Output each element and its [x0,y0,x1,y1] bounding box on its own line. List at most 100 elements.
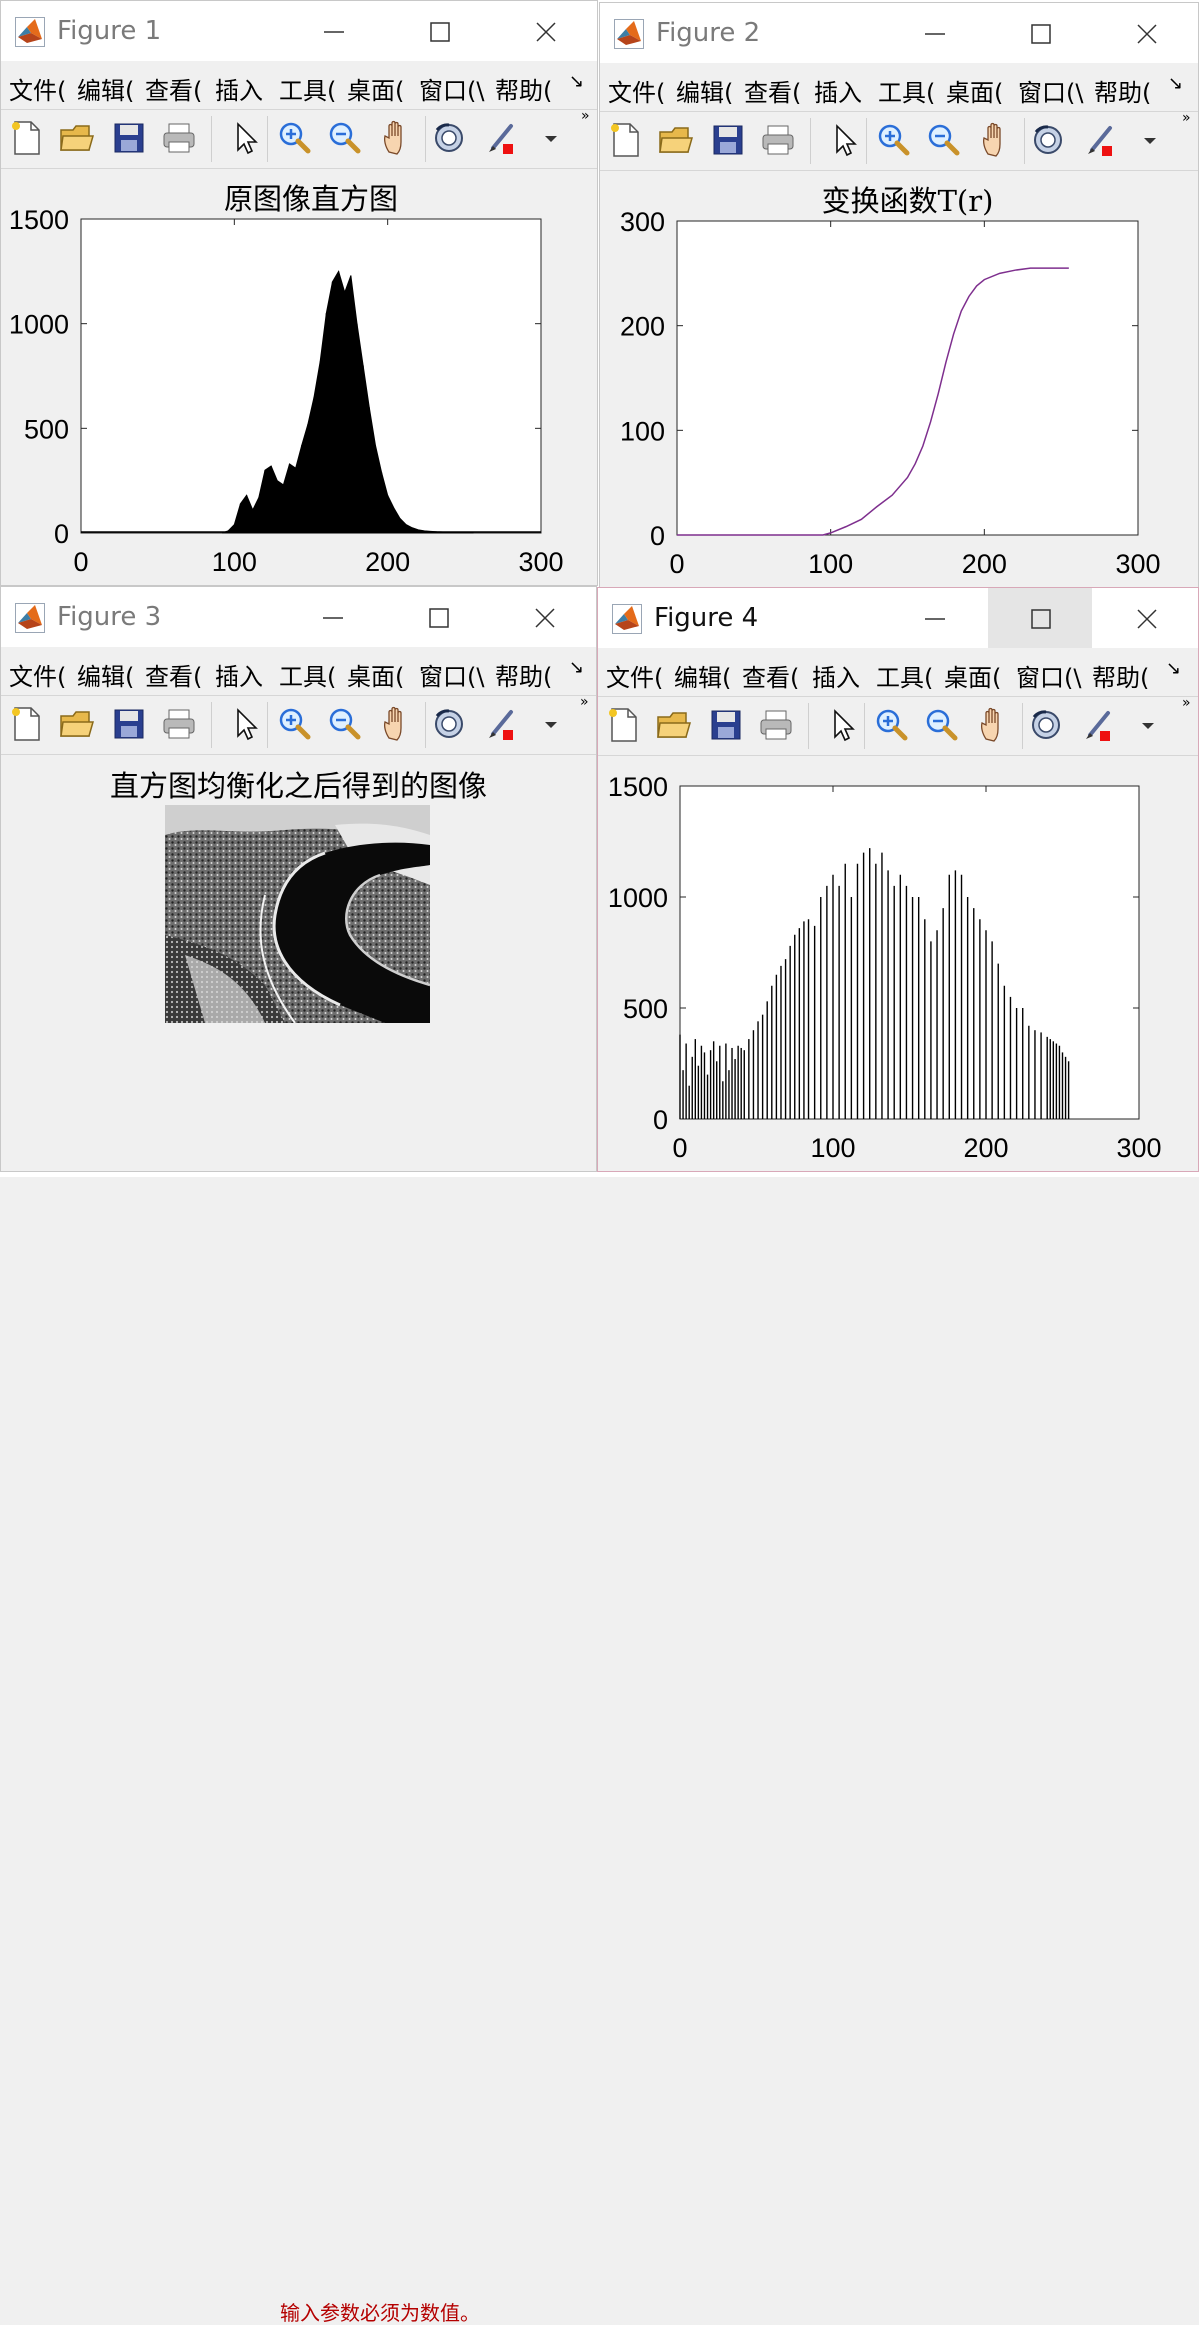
print-icon[interactable] [756,705,796,745]
zoom-out-icon[interactable] [922,705,962,745]
menu-edit[interactable]: 编辑( [674,664,732,692]
zoom-in-icon[interactable] [275,704,315,744]
menu-overflow-icon[interactable]: ↘ [569,657,585,678]
brush-icon[interactable] [1080,120,1120,160]
new-file-icon[interactable] [7,704,47,744]
pan-hand-icon[interactable] [377,118,417,158]
menu-insert[interactable]: 插入 [215,663,263,691]
rotate-3d-icon[interactable] [1028,120,1068,160]
arrow-cursor-icon[interactable] [822,705,862,745]
menu-insert[interactable]: 插入 [814,79,862,107]
menu-overflow-icon[interactable]: ↘ [569,71,585,92]
pan-hand-icon[interactable] [377,704,417,744]
menu-overflow-icon[interactable]: ↘ [1166,658,1182,679]
close-button[interactable] [493,1,597,61]
menu-overflow-icon[interactable]: ↘ [1168,73,1184,94]
zoom-in-icon[interactable] [872,705,912,745]
title-bar[interactable]: Figure 1 [1,1,597,61]
menu-view[interactable]: 查看( [145,663,203,691]
dropdown-arrow-icon[interactable] [1130,120,1170,160]
menu-edit[interactable]: 编辑( [77,77,135,105]
menu-desktop[interactable]: 桌面( [946,79,1004,107]
open-folder-icon[interactable] [656,120,696,160]
minimize-button[interactable] [882,588,986,648]
axes-plot[interactable]: 变换函数T(r) 0 100 200 300 0 100 200 300 [600,169,1198,587]
title-bar[interactable]: Figure 4 [598,588,1198,648]
figure-2-window[interactable]: Figure 2 文件(编辑(查看(插入 工具(桌面(窗口(\ 帮助(↘ » 变换函… [599,2,1199,588]
dropdown-arrow-icon[interactable] [1128,705,1168,745]
menu-view[interactable]: 查看( [145,77,203,105]
menu-tools[interactable]: 工具( [876,664,934,692]
dropdown-arrow-icon[interactable] [531,704,571,744]
menu-window[interactable]: 窗口(\ [419,663,485,691]
arrow-cursor-icon[interactable] [824,120,864,160]
open-folder-icon[interactable] [57,118,97,158]
new-file-icon[interactable] [604,705,644,745]
close-button[interactable] [492,587,596,647]
menu-window[interactable]: 窗口(\ [1018,79,1084,107]
minimize-button[interactable] [882,3,986,63]
menu-help[interactable]: 帮助( [495,663,553,691]
menu-desktop[interactable]: 桌面( [944,664,1002,692]
menu-desktop[interactable]: 桌面( [347,77,405,105]
menu-insert[interactable]: 插入 [215,77,263,105]
arrow-cursor-icon[interactable] [225,704,265,744]
rotate-3d-icon[interactable] [1026,705,1066,745]
minimize-button[interactable] [281,1,385,61]
close-button[interactable] [1094,588,1198,648]
print-icon[interactable] [758,120,798,160]
pan-hand-icon[interactable] [974,705,1014,745]
menu-edit[interactable]: 编辑( [77,663,135,691]
zoom-out-icon[interactable] [924,120,964,160]
menu-help[interactable]: 帮助( [1092,664,1150,692]
figure-4-window[interactable]: Figure 4 文件( 编辑( 查看( 插入 工具( 桌面( 窗口(\ 帮助( ↘ » 0 10… [597,587,1199,1172]
menu-tools[interactable]: 工具( [279,663,337,691]
menu-help[interactable]: 帮助( [1094,79,1152,107]
overflow-chevron-icon[interactable]: » [581,108,590,124]
menu-file[interactable]: 文件( [608,79,666,107]
brush-icon[interactable] [481,118,521,158]
save-icon[interactable] [706,705,746,745]
maximize-button[interactable] [988,3,1092,63]
brush-icon[interactable] [481,704,521,744]
zoom-in-icon[interactable] [275,118,315,158]
axes-plot[interactable]: 原图像直方图 0 100 200 300 0 500 1000 1500 [1,167,597,585]
menu-window[interactable]: 窗口(\ [1016,664,1082,692]
menu-insert[interactable]: 插入 [812,664,860,692]
save-icon[interactable] [109,118,149,158]
brush-icon[interactable] [1078,705,1118,745]
rotate-3d-icon[interactable] [429,704,469,744]
menu-edit[interactable]: 编辑( [676,79,734,107]
menu-file[interactable]: 文件( [9,77,67,105]
zoom-in-icon[interactable] [874,120,914,160]
menu-help[interactable]: 帮助( [495,77,553,105]
print-icon[interactable] [159,704,199,744]
maximize-button[interactable] [386,587,490,647]
pan-hand-icon[interactable] [976,120,1016,160]
dropdown-arrow-icon[interactable] [531,118,571,158]
maximize-button[interactable] [387,1,491,61]
new-file-icon[interactable] [606,120,646,160]
minimize-button[interactable] [280,587,384,647]
save-icon[interactable] [708,120,748,160]
menu-view[interactable]: 查看( [744,79,802,107]
title-bar[interactable]: Figure 3 [1,587,596,647]
menu-file[interactable]: 文件( [9,663,67,691]
arrow-cursor-icon[interactable] [225,118,265,158]
menu-window[interactable]: 窗口(\ [419,77,485,105]
menu-tools[interactable]: 工具( [279,77,337,105]
open-folder-icon[interactable] [654,705,694,745]
zoom-out-icon[interactable] [325,704,365,744]
menu-tools[interactable]: 工具( [878,79,936,107]
overflow-chevron-icon[interactable]: » [1182,695,1191,711]
axes-plot[interactable]: 0 100 200 300 0 500 1000 1500 [598,754,1198,1171]
open-folder-icon[interactable] [57,704,97,744]
overflow-chevron-icon[interactable]: » [580,694,589,710]
menu-view[interactable]: 查看( [742,664,800,692]
figure-1-window[interactable]: Figure 1 文件( 编辑( 查看( 插入 工具( 桌面( 窗口(\ 帮助( ↘ » 原图像… [0,0,598,586]
new-file-icon[interactable] [7,118,47,158]
menu-file[interactable]: 文件( [606,664,664,692]
zoom-out-icon[interactable] [325,118,365,158]
close-button[interactable] [1094,3,1198,63]
rotate-3d-icon[interactable] [429,118,469,158]
